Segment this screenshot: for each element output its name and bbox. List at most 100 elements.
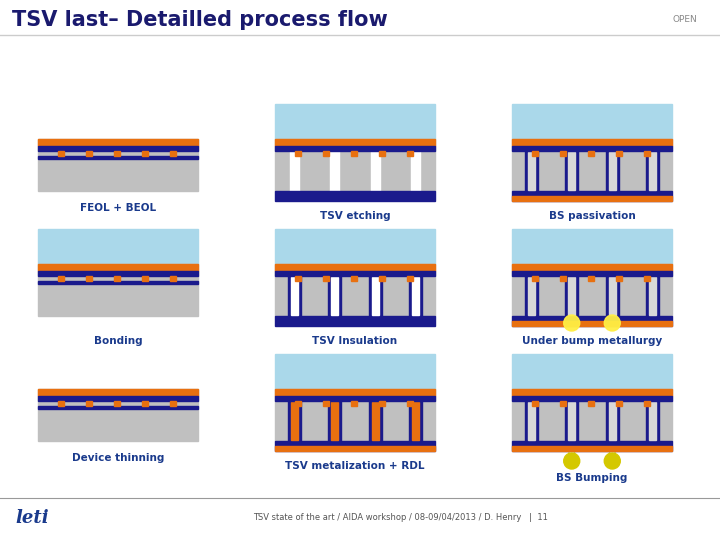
Bar — [407, 151, 413, 156]
Bar — [609, 402, 616, 440]
Bar — [606, 276, 618, 316]
Bar — [351, 401, 357, 406]
Bar — [275, 104, 435, 139]
Text: TSV metalization + RDL: TSV metalization + RDL — [285, 461, 425, 471]
Bar — [38, 146, 198, 151]
Bar — [560, 401, 566, 406]
Bar — [86, 276, 92, 281]
Bar — [275, 389, 435, 396]
Bar — [565, 151, 578, 191]
Bar — [275, 316, 435, 326]
Text: Under bump metallurgy: Under bump metallurgy — [522, 336, 662, 346]
Bar — [409, 276, 423, 316]
Bar — [512, 264, 672, 316]
Text: leti: leti — [15, 509, 49, 527]
Bar — [38, 156, 198, 159]
Bar — [38, 281, 198, 284]
Bar — [647, 151, 660, 191]
Bar — [565, 401, 578, 441]
Bar — [369, 276, 382, 316]
Text: TSV state of the art / AIDA workshop / 08-09/04/2013 / D. Henry   |  11: TSV state of the art / AIDA workshop / 0… — [253, 514, 547, 523]
Bar — [560, 276, 566, 281]
Bar — [532, 151, 538, 156]
Bar — [289, 151, 299, 191]
Bar — [114, 151, 120, 156]
Bar — [38, 389, 198, 441]
Bar — [588, 151, 594, 156]
Bar — [295, 401, 301, 406]
Bar — [528, 152, 535, 190]
Text: BS passivation: BS passivation — [549, 211, 635, 221]
Bar — [407, 401, 413, 406]
Bar — [275, 139, 435, 146]
Bar — [291, 402, 297, 440]
Bar — [532, 401, 538, 406]
Bar — [512, 146, 672, 151]
Text: TSV last– Detailled process flow: TSV last– Detailled process flow — [12, 10, 388, 30]
Bar — [609, 152, 616, 190]
Bar — [512, 354, 672, 389]
Bar — [647, 276, 660, 316]
Bar — [288, 276, 301, 316]
Bar — [142, 276, 148, 281]
Bar — [38, 229, 198, 264]
Circle shape — [564, 315, 580, 331]
Bar — [379, 151, 385, 156]
Bar — [616, 151, 622, 156]
Bar — [275, 354, 435, 389]
Bar — [588, 401, 594, 406]
Bar — [295, 276, 301, 281]
Bar — [142, 401, 148, 406]
Bar — [38, 389, 198, 396]
Bar — [58, 151, 64, 156]
Bar — [525, 151, 538, 191]
Bar — [288, 401, 301, 441]
Bar — [275, 441, 435, 451]
Bar — [323, 276, 329, 281]
Bar — [649, 277, 657, 315]
Bar — [323, 401, 329, 406]
Bar — [351, 276, 357, 281]
Bar — [409, 401, 423, 441]
Text: TSV etching: TSV etching — [320, 211, 390, 221]
Bar — [330, 151, 339, 191]
Bar — [38, 139, 198, 146]
Bar — [275, 389, 435, 441]
Bar — [560, 151, 566, 156]
Bar — [647, 401, 660, 441]
Bar — [565, 276, 578, 316]
Bar — [413, 402, 419, 440]
Bar — [606, 401, 618, 441]
Bar — [568, 152, 575, 190]
Bar — [512, 446, 672, 451]
Text: Device thinning: Device thinning — [72, 453, 164, 463]
Bar — [170, 276, 176, 281]
Text: FEOL + BEOL: FEOL + BEOL — [80, 203, 156, 213]
Bar — [275, 264, 435, 316]
Bar — [512, 229, 672, 264]
Bar — [512, 441, 672, 451]
Bar — [644, 151, 650, 156]
Bar — [142, 151, 148, 156]
Bar — [38, 139, 198, 191]
Bar — [616, 276, 622, 281]
Bar — [512, 396, 672, 401]
Bar — [170, 401, 176, 406]
Bar — [275, 264, 435, 271]
Circle shape — [604, 453, 620, 469]
Bar — [275, 271, 435, 276]
Bar — [528, 277, 535, 315]
Bar — [331, 277, 338, 315]
Bar — [379, 276, 385, 281]
Bar — [38, 406, 198, 409]
Bar — [568, 277, 575, 315]
Bar — [649, 152, 657, 190]
Bar — [38, 264, 198, 271]
Bar — [275, 146, 435, 151]
Bar — [588, 276, 594, 281]
Bar — [58, 401, 64, 406]
Bar — [411, 151, 420, 191]
Circle shape — [604, 315, 620, 331]
Text: BS Bumping: BS Bumping — [557, 473, 628, 483]
Bar — [644, 401, 650, 406]
